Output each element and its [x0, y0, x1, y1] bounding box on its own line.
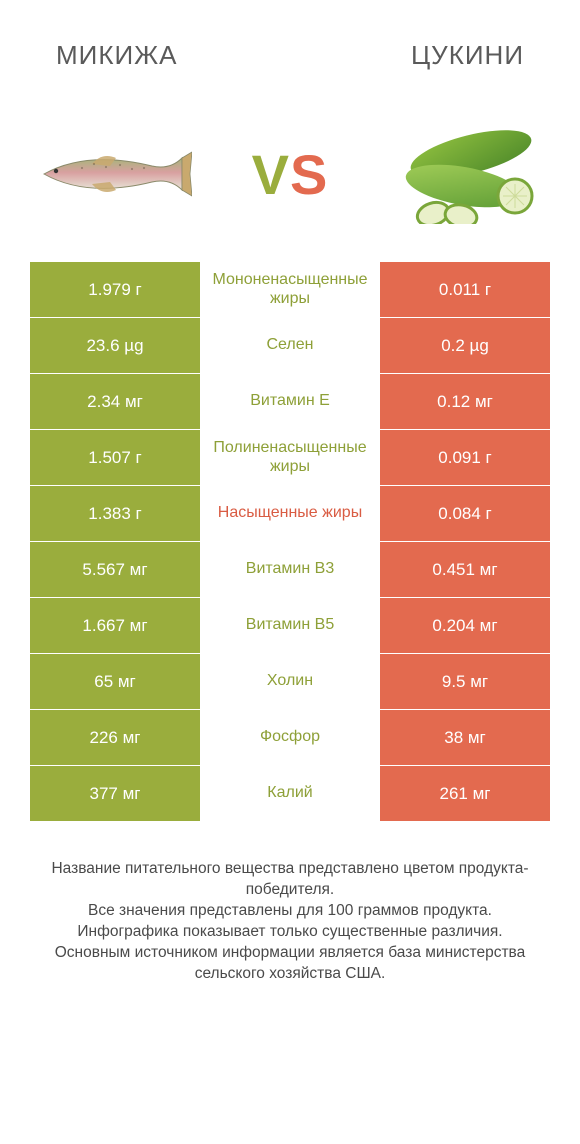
- vs-row: VS: [0, 101, 580, 261]
- footer-line: Инфографика показывает только существенн…: [30, 922, 550, 943]
- nutrient-label: Фосфор: [200, 710, 380, 765]
- value-left: 1.383 г: [30, 486, 200, 541]
- value-right: 0.091 г: [380, 430, 550, 485]
- value-right: 9.5 мг: [380, 654, 550, 709]
- table-row: 65 мгХолин9.5 мг: [30, 653, 550, 709]
- nutrient-label: Селен: [200, 318, 380, 373]
- trout-icon: [32, 144, 192, 204]
- value-right: 0.2 µg: [380, 318, 550, 373]
- value-left: 23.6 µg: [30, 318, 200, 373]
- value-left: 1.979 г: [30, 262, 200, 317]
- table-row: 1.979 гМононенасыщенные жиры0.011 г: [30, 261, 550, 317]
- value-right: 0.451 мг: [380, 542, 550, 597]
- table-row: 377 мгКалий261 мг: [30, 765, 550, 821]
- table-row: 2.34 мгВитамин E0.12 мг: [30, 373, 550, 429]
- value-left: 5.567 мг: [30, 542, 200, 597]
- value-right: 38 мг: [380, 710, 550, 765]
- header: МИКИЖА ЦУКИНИ: [0, 0, 580, 101]
- nutrient-label: Витамин B5: [200, 598, 380, 653]
- nutrient-label: Витамин E: [200, 374, 380, 429]
- table-row: 1.667 мгВитамин B50.204 мг: [30, 597, 550, 653]
- value-left: 226 мг: [30, 710, 200, 765]
- vs-badge: VS: [252, 142, 329, 207]
- nutrient-label: Полиненасыщенные жиры: [200, 430, 380, 485]
- vs-v: V: [252, 143, 290, 206]
- vs-s: S: [290, 143, 328, 206]
- table-row: 226 мгФосфор38 мг: [30, 709, 550, 765]
- nutrient-table: 1.979 гМононенасыщенные жиры0.011 г23.6 …: [0, 261, 580, 821]
- zucchini-icon: [393, 124, 543, 224]
- table-row: 1.383 гНасыщенные жиры0.084 г: [30, 485, 550, 541]
- value-left: 1.507 г: [30, 430, 200, 485]
- nutrient-label: Мононенасыщенные жиры: [200, 262, 380, 317]
- nutrient-label: Витамин B3: [200, 542, 380, 597]
- comparison-infographic: МИКИЖА ЦУКИНИ: [0, 0, 580, 985]
- footer-line: Название питательного вещества представл…: [30, 859, 550, 901]
- value-left: 1.667 мг: [30, 598, 200, 653]
- value-right: 261 мг: [380, 766, 550, 821]
- value-left: 65 мг: [30, 654, 200, 709]
- nutrient-label: Калий: [200, 766, 380, 821]
- product-left-image: [32, 114, 192, 234]
- value-left: 377 мг: [30, 766, 200, 821]
- product-left-title: МИКИЖА: [56, 40, 178, 71]
- nutrient-label: Холин: [200, 654, 380, 709]
- footer-notes: Название питательного вещества представл…: [0, 821, 580, 985]
- nutrient-label: Насыщенные жиры: [200, 486, 380, 541]
- product-right-image: [388, 114, 548, 234]
- footer-line: Все значения представлены для 100 граммо…: [30, 901, 550, 922]
- table-row: 5.567 мгВитамин B30.451 мг: [30, 541, 550, 597]
- value-right: 0.084 г: [380, 486, 550, 541]
- value-right: 0.204 мг: [380, 598, 550, 653]
- footer-line: Основным источником информации является …: [30, 943, 550, 985]
- table-row: 23.6 µgСелен0.2 µg: [30, 317, 550, 373]
- value-left: 2.34 мг: [30, 374, 200, 429]
- value-right: 0.12 мг: [380, 374, 550, 429]
- product-right-title: ЦУКИНИ: [411, 40, 524, 71]
- table-row: 1.507 гПолиненасыщенные жиры0.091 г: [30, 429, 550, 485]
- value-right: 0.011 г: [380, 262, 550, 317]
